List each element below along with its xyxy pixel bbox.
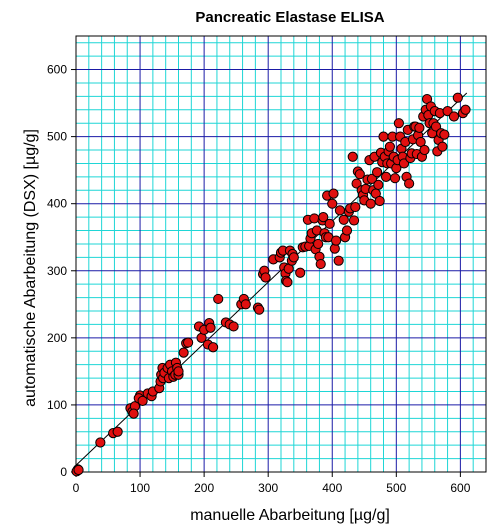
data-point <box>338 214 349 225</box>
x-axis-label: manuelle Abarbeitung [µg/g] <box>190 507 390 524</box>
y-tick-label: 600 <box>47 63 67 77</box>
data-point <box>137 395 148 406</box>
data-points <box>71 92 471 477</box>
data-point <box>430 121 442 132</box>
data-point <box>318 212 329 223</box>
data-point <box>373 179 384 191</box>
x-tick-label: 100 <box>130 481 150 495</box>
data-point <box>414 122 425 133</box>
y-axis-label: automatische Abarbeitung (DSX) [µg/g] <box>22 129 39 407</box>
data-point <box>347 151 358 162</box>
data-point <box>260 272 271 283</box>
data-point <box>324 218 335 229</box>
data-point <box>313 238 324 250</box>
data-point <box>309 213 320 224</box>
data-point <box>460 104 471 115</box>
data-point <box>228 321 239 332</box>
data-point <box>240 299 251 310</box>
data-point <box>348 215 360 226</box>
data-point <box>341 225 353 236</box>
data-point <box>351 178 362 189</box>
data-point <box>366 173 378 184</box>
data-point <box>371 167 383 178</box>
data-point <box>295 267 306 278</box>
data-point <box>437 141 448 152</box>
data-point <box>95 437 106 448</box>
y-tick-label: 400 <box>47 197 67 211</box>
data-point <box>398 158 410 169</box>
data-point <box>328 188 339 199</box>
x-tick-label: 300 <box>258 481 278 495</box>
x-tick-label: 200 <box>194 481 214 495</box>
data-point <box>333 255 344 266</box>
data-point <box>183 337 194 348</box>
y-tick-label: 500 <box>47 130 67 144</box>
data-point <box>448 111 460 122</box>
data-point <box>128 408 139 419</box>
data-point <box>73 464 84 476</box>
data-point <box>350 201 361 213</box>
data-point <box>334 205 346 216</box>
x-tick-label: 0 <box>73 481 80 495</box>
y-tick-label: 200 <box>47 331 67 345</box>
data-point <box>415 136 426 148</box>
data-point <box>374 195 385 207</box>
data-point <box>112 426 123 437</box>
data-point <box>173 366 184 377</box>
data-point <box>178 347 189 358</box>
data-point <box>439 129 450 140</box>
data-point <box>327 198 338 209</box>
y-tick-label: 0 <box>60 465 67 479</box>
data-point <box>288 252 299 263</box>
data-point <box>393 118 404 129</box>
data-point <box>419 144 430 156</box>
data-point <box>442 106 453 117</box>
data-point <box>404 178 415 189</box>
x-tick-label: 600 <box>450 481 470 495</box>
data-point <box>315 258 326 270</box>
data-point <box>354 169 365 180</box>
x-tick-label: 500 <box>386 481 406 495</box>
plot-area <box>75 35 487 473</box>
axis-ticks: 0 100 200 300 400 500 600 0 100 200 300 400 500 600 <box>47 63 471 495</box>
data-point <box>254 304 265 315</box>
data-point <box>282 277 293 288</box>
data-point <box>389 173 401 184</box>
data-point <box>378 131 389 142</box>
data-point <box>205 322 216 333</box>
data-point <box>384 141 396 152</box>
y-tick-label: 100 <box>47 398 67 412</box>
y-tick-label: 300 <box>47 264 67 278</box>
x-tick-label: 400 <box>322 481 342 495</box>
data-point <box>365 198 376 209</box>
data-point <box>380 171 392 182</box>
data-point <box>452 92 463 103</box>
chart-title: Pancreatic Elastase ELISA <box>195 9 384 26</box>
data-point <box>213 293 224 305</box>
data-point <box>330 235 342 246</box>
data-point <box>207 342 219 353</box>
